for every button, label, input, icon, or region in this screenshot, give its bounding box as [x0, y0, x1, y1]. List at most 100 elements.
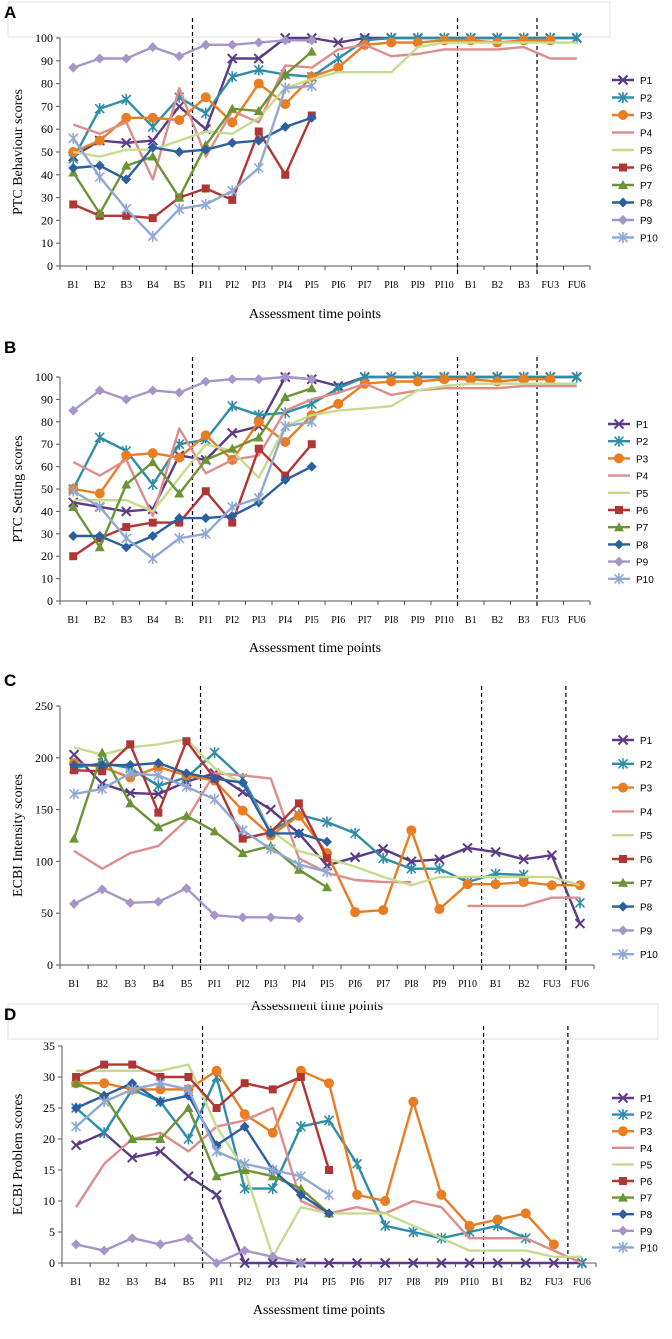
data-point — [97, 884, 108, 895]
legend-item: P7 — [612, 1192, 653, 1205]
data-point — [617, 232, 629, 243]
data-point — [324, 1208, 334, 1219]
x-tick-label: PI8 — [404, 979, 418, 990]
series-line — [72, 36, 577, 160]
y-tick-label: 0 — [47, 594, 53, 608]
data-point — [464, 1220, 475, 1231]
legend-item: P4 — [608, 472, 649, 483]
data-point — [227, 53, 238, 64]
legend-label: P6 — [636, 506, 649, 517]
legend: P1 P2 P3 P4 P5 P6 P7 P8 P9 P10 — [612, 74, 658, 245]
data-point — [174, 51, 185, 62]
y-tick-label: 25 — [43, 1101, 55, 1115]
data-point — [386, 37, 397, 48]
data-point — [386, 376, 397, 387]
data-point — [406, 856, 417, 867]
data-point — [617, 734, 629, 746]
data-point — [518, 877, 529, 888]
data-point — [333, 62, 344, 73]
series-P4 — [73, 772, 580, 908]
data-point — [147, 151, 158, 161]
data-point — [121, 112, 132, 123]
data-point — [613, 435, 625, 447]
x-tick-label: PI2 — [225, 280, 239, 291]
legend-item: P2 — [612, 758, 653, 771]
series-line — [74, 740, 329, 859]
data-point — [200, 144, 211, 155]
series-P10 — [70, 1077, 335, 1201]
y-tick-label: 30 — [41, 527, 53, 541]
data-point — [518, 854, 529, 865]
data-point — [70, 1139, 82, 1151]
y-tick-label: 40 — [41, 504, 53, 518]
data-point — [227, 510, 238, 521]
legend-item: P2 — [608, 435, 649, 448]
x-tick-label: B3 — [120, 615, 132, 626]
x-tick-label: FU6 — [571, 979, 589, 990]
legend-item: P10 — [612, 948, 658, 961]
data-point — [94, 488, 105, 499]
legend-label: P7 — [640, 879, 653, 890]
legend-label: P7 — [636, 523, 649, 534]
series-line — [72, 36, 577, 158]
data-point — [267, 1164, 278, 1176]
legend-item: P9 — [612, 215, 653, 227]
x-tick-label: B3 — [126, 1277, 138, 1288]
data-point — [121, 479, 132, 489]
x-tick-label: B1 — [465, 615, 477, 626]
x-tick-label: PI3 — [266, 1277, 280, 1288]
x-tick-label: PI1 — [199, 615, 213, 626]
data-point — [227, 117, 238, 128]
series-P1 — [68, 32, 582, 162]
data-point — [68, 749, 80, 760]
data-point — [239, 1245, 250, 1256]
data-point — [200, 107, 211, 119]
data-point — [69, 833, 80, 843]
y-tick-label: 0 — [47, 259, 53, 273]
data-point — [618, 877, 628, 887]
y-tick-label: 100 — [35, 854, 53, 868]
data-point — [492, 1214, 503, 1225]
data-point — [174, 203, 185, 215]
data-point — [153, 757, 164, 768]
data-point — [254, 127, 263, 136]
series-line — [74, 761, 328, 843]
data-point — [280, 121, 291, 132]
data-point — [323, 1189, 335, 1201]
y-tick-label: 250 — [35, 699, 53, 713]
data-point — [434, 854, 445, 865]
x-tick-label: PI6 — [348, 979, 362, 990]
y-tick-label: 0 — [47, 958, 53, 972]
data-point — [619, 855, 627, 863]
data-point — [306, 416, 317, 428]
data-point — [280, 420, 291, 432]
x-tick-label: PI3 — [264, 979, 278, 990]
x-tick-label: PI6 — [331, 615, 345, 626]
data-point — [121, 532, 132, 544]
data-point — [238, 834, 247, 843]
series-P10 — [68, 416, 317, 564]
data-point — [618, 901, 628, 912]
data-point — [71, 1078, 82, 1088]
series-P1 — [68, 749, 586, 929]
data-point — [490, 846, 501, 858]
data-point — [94, 171, 105, 183]
data-point — [574, 918, 586, 929]
data-point — [209, 910, 220, 921]
data-point — [184, 1073, 193, 1081]
y-axis-title: ECBI Intensity scores — [11, 774, 26, 897]
data-point — [268, 1085, 277, 1094]
legend-item: P3 — [612, 1126, 653, 1138]
data-point — [227, 501, 238, 513]
legend-item: P6 — [612, 855, 653, 866]
legend-label: P9 — [636, 558, 649, 569]
data-point — [211, 1145, 222, 1157]
data-point — [237, 777, 248, 788]
series-line — [75, 1082, 330, 1196]
data-point — [147, 42, 158, 53]
data-point — [71, 1239, 82, 1250]
data-point — [200, 513, 211, 524]
x-tick-label: PI8 — [384, 280, 398, 291]
panel-letter: C — [4, 671, 16, 690]
x-tick-label: PI2 — [238, 1277, 252, 1288]
